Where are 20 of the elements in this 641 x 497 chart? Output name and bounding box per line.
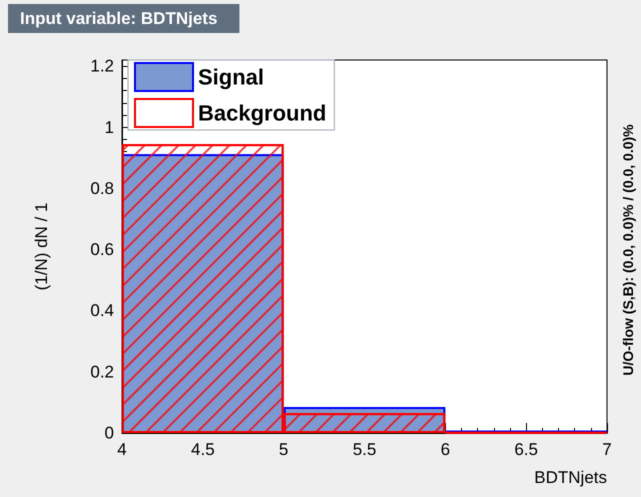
- x-tick-label: 5: [278, 440, 288, 459]
- y-tick-label: 0: [104, 424, 114, 442]
- y-tick-label: 0.8: [90, 178, 114, 198]
- y-tick-label: 1: [104, 118, 114, 137]
- legend-label: Signal: [198, 64, 264, 90]
- y-tick-label: 0.4: [90, 301, 114, 320]
- x-tick-label: 4.5: [191, 440, 215, 459]
- text: U/O-flow (S,B): (0.0, 0.0)% / (0.0, 0.0)%: [620, 124, 636, 376]
- x-tick-label: 4: [117, 440, 127, 459]
- x-tick-label: 6.5: [514, 440, 538, 459]
- chart-title: Input variable: BDTNjets: [20, 9, 218, 28]
- y-tick-label: 1.2: [90, 56, 114, 76]
- legend-label: Background: [198, 100, 326, 126]
- x-tick-label: 6: [440, 440, 450, 459]
- y-tick-label: 0.2: [90, 362, 114, 382]
- x-tick-label: 5.5: [352, 440, 376, 459]
- y-tick-label: 0.6: [90, 240, 114, 260]
- y-axis-title: (1/N) dN / 1: [32, 202, 51, 290]
- x-axis-title: BDTNjets: [534, 468, 607, 487]
- x-tick-label: 7: [602, 440, 612, 459]
